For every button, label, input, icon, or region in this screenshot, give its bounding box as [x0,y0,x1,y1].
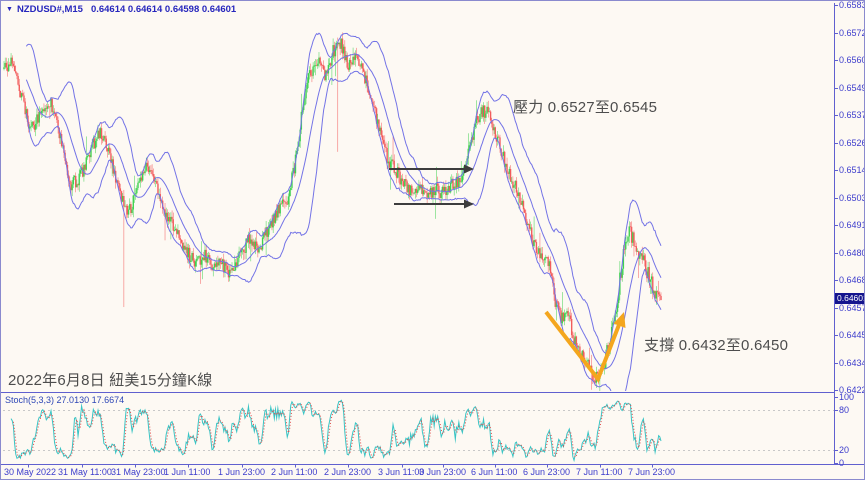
ohlc-readout: 0.64614 0.64614 0.64598 0.64601 [90,4,237,15]
price-axis-label: 0.64455 [839,330,864,340]
price-axis-label: 0.64225 [839,385,864,395]
stoch-axis-label: 20 [839,444,850,455]
chart-title: ▼ NZDUSD#,M15 0.64614 0.64614 0.64598 0.64… [6,4,236,15]
price-axis-label: 0.64685 [839,275,864,285]
time-axis-label: 31 May 11:00 [58,467,112,477]
support-annotation[interactable]: 支撐 0.6432至0.6450 [644,337,789,354]
collapse-icon[interactable]: ▼ [6,6,13,13]
time-axis-label: 1 Jun 23:00 [218,467,266,477]
price-axis-label: 0.64915 [839,220,864,230]
stoch-axis-label: 0 [839,458,845,468]
price-axis-label: 0.64570 [839,302,864,313]
time-axis-label: 31 May 23:00 [111,467,166,477]
stoch-panel-label: Stoch(5,3,3) 27.0130 17.6674 [5,395,124,405]
price-axis-label: 0.65490 [839,82,864,93]
time-axis-label: 7 Jun 23:00 [628,467,676,477]
stoch-axis-label: 80 [839,405,850,416]
price-axis-label: 0.65145 [839,165,864,175]
price-axis[interactable]: 0.65835 0.65720 0.65605 0.65490 0.65375 0.652… [834,0,864,468]
resistance-annotation[interactable]: 壓力 0.6527至0.6545 [513,99,658,116]
price-axis-label: 0.64340 [839,357,864,368]
current-price-badge: 0.64601 [835,293,865,304]
time-axis-label: 3 Jun 23:00 [419,467,467,477]
price-axis-label: 0.65030 [839,192,864,203]
price-axis-label: 0.65605 [839,55,864,65]
price-axis-label: 0.65835 [839,0,864,10]
symbol-label: NZDUSD#,M15 [16,4,83,15]
price-axis-label: 0.65720 [839,27,864,38]
time-axis-label: 2 Jun 11:00 [271,467,318,477]
time-axis-label: 3 Jun 11:00 [378,467,425,477]
price-axis-label: 0.65260 [839,137,864,148]
time-axis-label: 1 Jun 11:00 [164,467,211,477]
stoch-name: Stoch(5,3,3) [5,395,55,405]
price-axis-label: 0.64800 [839,247,864,258]
time-axis-label: 6 Jun 23:00 [523,467,571,477]
time-axis-label: 6 Jun 11:00 [471,467,518,477]
price-axis-label: 0.65375 [839,110,864,120]
stoch-axis-label: 100 [839,392,855,402]
stoch-values: 27.0130 17.6674 [56,395,125,405]
time-axis-label: 7 Jun 11:00 [576,467,623,477]
time-axis[interactable]: 30 May 2022 31 May 11:00 31 May 23:00 1 Jun… [1,464,864,479]
caption-annotation[interactable]: 2022年6月8日 紐美15分鐘K線 [8,372,213,389]
time-axis-label: 2 Jun 23:00 [324,467,372,477]
time-axis-label: 30 May 2022 [4,467,57,477]
